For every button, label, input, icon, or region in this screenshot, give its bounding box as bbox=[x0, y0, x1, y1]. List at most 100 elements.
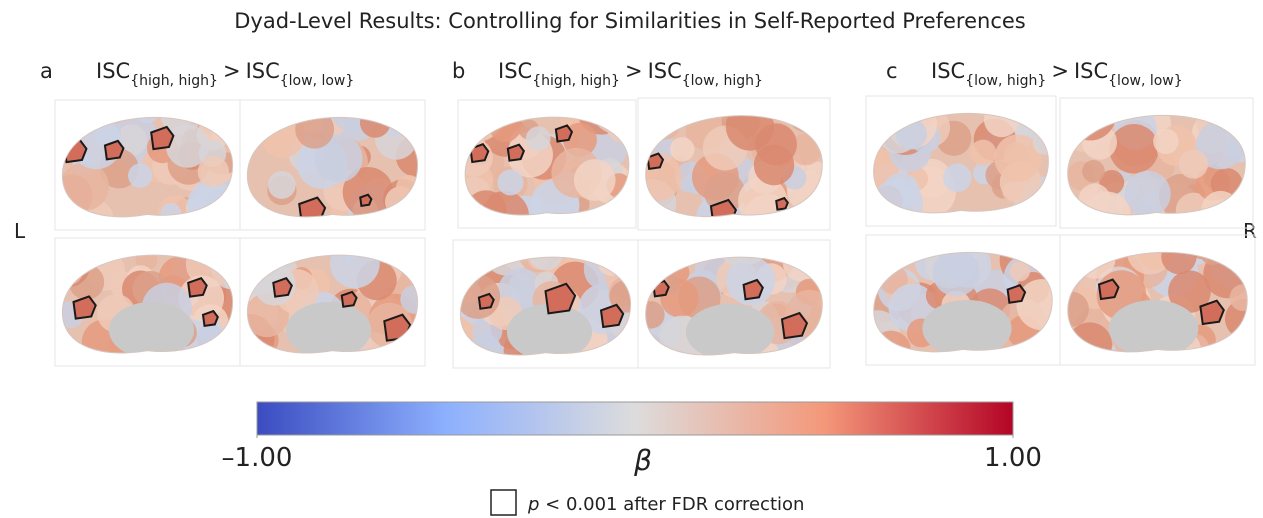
parcel bbox=[1153, 128, 1179, 155]
parcel bbox=[591, 117, 629, 135]
parcel bbox=[62, 255, 91, 288]
parcel bbox=[649, 115, 671, 128]
brain-shading bbox=[873, 252, 1053, 353]
parcel bbox=[388, 117, 418, 133]
significant-region bbox=[103, 139, 125, 161]
parcel bbox=[1201, 190, 1240, 215]
parcel bbox=[601, 327, 631, 356]
medial-wall bbox=[685, 304, 775, 356]
heading-part: ISC bbox=[246, 59, 280, 83]
parcel bbox=[970, 139, 997, 166]
significant-region bbox=[652, 279, 670, 298]
panel-heading: ISC{high, high} > ISC{low, high} bbox=[498, 59, 763, 89]
parcel bbox=[197, 156, 229, 188]
parcel bbox=[994, 134, 1042, 182]
brain-frame bbox=[637, 97, 831, 231]
significant-region bbox=[359, 193, 373, 207]
parcel bbox=[1229, 284, 1248, 312]
brain-shading bbox=[645, 115, 823, 218]
significant-region bbox=[1097, 278, 1120, 301]
parcel bbox=[256, 255, 292, 270]
parcel bbox=[645, 115, 678, 134]
brain-shading bbox=[873, 113, 1049, 214]
parcel bbox=[213, 255, 233, 264]
parcel bbox=[573, 159, 616, 201]
parcel bbox=[135, 255, 158, 271]
parcel bbox=[1039, 329, 1053, 351]
parcel bbox=[196, 323, 224, 351]
panel-heading: ISC{high, high} > ISC{low, low} bbox=[96, 59, 354, 89]
parcel bbox=[247, 117, 264, 140]
parcel bbox=[873, 330, 911, 352]
brain bbox=[873, 113, 1049, 213]
medial-wall bbox=[506, 304, 593, 356]
brain-frame bbox=[239, 99, 426, 231]
significant-region bbox=[187, 276, 208, 298]
significant-region bbox=[469, 143, 490, 164]
parcel bbox=[704, 171, 745, 213]
brain bbox=[873, 252, 1053, 352]
significant-region bbox=[506, 143, 525, 162]
parcel bbox=[201, 117, 233, 130]
parcel bbox=[160, 202, 182, 217]
brain bbox=[247, 255, 418, 354]
parcel bbox=[943, 163, 972, 192]
parcel bbox=[485, 117, 511, 124]
colorbar-tick-label: –1.00 bbox=[222, 443, 293, 473]
significant-region bbox=[646, 152, 665, 171]
significant-region bbox=[63, 138, 88, 164]
brain bbox=[645, 115, 823, 217]
parcel bbox=[605, 117, 629, 144]
parcel bbox=[1010, 261, 1031, 282]
parcel bbox=[62, 258, 83, 285]
parcel bbox=[62, 198, 78, 217]
parcel bbox=[670, 137, 695, 162]
heading-part: {low, low} bbox=[1108, 73, 1183, 89]
parcel bbox=[873, 252, 917, 271]
medial-wall bbox=[285, 302, 372, 354]
parcel bbox=[873, 178, 923, 213]
parcel bbox=[295, 117, 335, 149]
significant-region bbox=[477, 292, 495, 310]
parcel bbox=[722, 257, 744, 265]
heading-part: {low, high} bbox=[682, 73, 763, 89]
parcel bbox=[127, 163, 153, 188]
parcel bbox=[901, 113, 924, 117]
brain bbox=[1067, 252, 1248, 352]
parcel bbox=[873, 252, 886, 274]
parcel bbox=[725, 115, 775, 151]
parcel bbox=[801, 115, 823, 123]
brain-frame bbox=[1059, 97, 1254, 229]
heading-part: ISC bbox=[96, 59, 130, 83]
parcel bbox=[468, 333, 502, 356]
left-label: L bbox=[14, 219, 26, 243]
significant-region bbox=[201, 309, 219, 328]
panel-heading: ISC{low, high} > ISC{low, low} bbox=[931, 59, 1183, 89]
significant-region bbox=[775, 196, 789, 211]
brain-shading bbox=[1067, 252, 1248, 353]
legend-text: p < 0.001 after FDR correction bbox=[527, 494, 804, 515]
parcel bbox=[73, 255, 94, 262]
parcel bbox=[1082, 159, 1105, 183]
parcel bbox=[460, 274, 501, 319]
brain bbox=[465, 117, 629, 216]
significant-region bbox=[1006, 284, 1027, 304]
heading-part: ISC bbox=[648, 59, 682, 83]
parcel bbox=[527, 257, 563, 271]
parcel bbox=[1161, 252, 1197, 275]
parcel bbox=[395, 175, 418, 201]
significant-region bbox=[554, 124, 574, 143]
heading-part: > bbox=[1051, 59, 1069, 83]
parcel bbox=[1016, 279, 1053, 331]
significant-region bbox=[340, 290, 358, 308]
heading-part: ISC bbox=[498, 59, 532, 83]
significant-region bbox=[272, 276, 293, 298]
heading-part: ISC bbox=[931, 59, 965, 83]
heading-part: > bbox=[223, 59, 241, 83]
parcel bbox=[314, 134, 363, 183]
parcel bbox=[160, 117, 203, 135]
parcel bbox=[1067, 322, 1113, 352]
parcel bbox=[186, 180, 233, 217]
parcel bbox=[249, 117, 273, 132]
panel-letter: b bbox=[452, 59, 465, 83]
